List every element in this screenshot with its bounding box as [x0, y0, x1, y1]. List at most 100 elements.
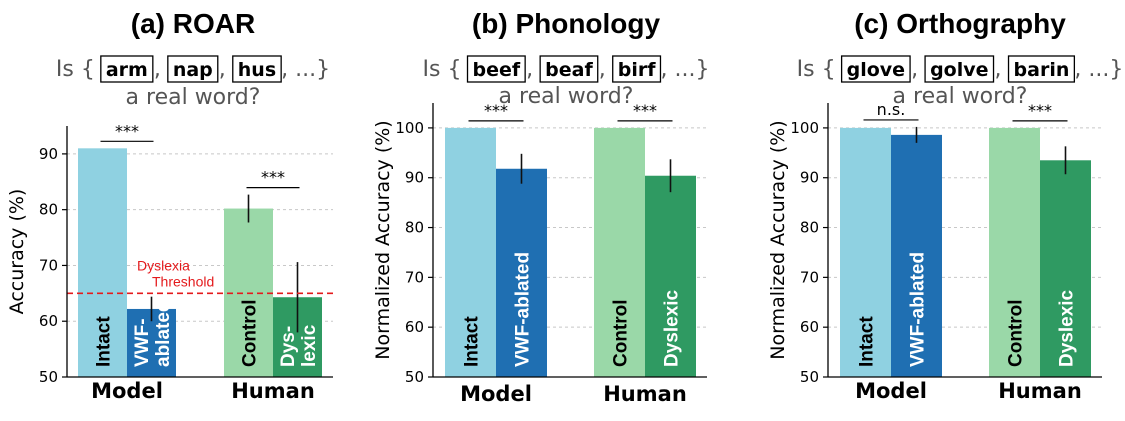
prompt-line2: a real word?	[893, 84, 1028, 109]
y-axis-label: Normalized Accuracy (%)	[767, 120, 789, 359]
threshold-label: Threshold	[152, 273, 214, 289]
prompt-suffix: , ...}	[1074, 57, 1123, 82]
prompt-word: beaf	[545, 59, 593, 81]
prompt-prefix: Is {	[797, 57, 836, 82]
group-label: Model	[91, 379, 163, 403]
y-tick-label: 70	[800, 268, 819, 286]
bar-dyslexic	[645, 175, 696, 377]
prompt-line2: a real word?	[126, 85, 261, 110]
bar-control	[989, 127, 1040, 377]
bar-label: lexic	[299, 324, 320, 367]
bar-label: VWF-ablated	[908, 252, 929, 367]
prompt-comma: ,	[911, 57, 918, 82]
threshold-label: Dyslexia	[137, 257, 190, 273]
bar-label: Intact	[462, 316, 483, 367]
word-box	[466, 55, 526, 83]
prompt-suffix: , ...}	[660, 57, 709, 82]
group-label: Model	[855, 379, 927, 403]
y-tick-label: 80	[800, 219, 819, 237]
prompt-word: arm	[106, 59, 148, 81]
y-tick-label: 80	[39, 201, 58, 219]
bar-intact	[445, 127, 496, 377]
prompt-comma: ,	[599, 57, 606, 82]
y-tick-label: 50	[800, 368, 819, 386]
bar-label: Control	[240, 299, 261, 367]
chart-title: (b) Phonology	[472, 8, 661, 39]
bar-vwf-ablated	[496, 168, 547, 377]
y-tick-label: 90	[800, 169, 819, 187]
chart-panel: (c) Orthography Is { glove, golve, barin, ..…	[767, 8, 1123, 403]
prompt-comma: ,	[219, 57, 226, 82]
chart-title: (c) Orthography	[854, 8, 1066, 39]
significance-label: ***	[261, 168, 285, 187]
bar-vwf-ablated	[891, 134, 942, 377]
word-box	[167, 55, 219, 83]
prompt-comma: ,	[154, 57, 161, 82]
y-tick-label: 60	[405, 318, 424, 336]
chart-title: (a) ROAR	[131, 8, 255, 39]
significance-label: ***	[115, 121, 139, 140]
bar-dyslexic	[1040, 160, 1091, 377]
y-tick-label: 100	[790, 119, 819, 137]
y-tick-label: 60	[800, 318, 819, 336]
y-tick-label: 50	[39, 368, 58, 386]
chart-panel: (a) ROAR Is { arm, nap, hus, ...} a real word…	[6, 8, 333, 403]
prompt-comma: ,	[995, 57, 1002, 82]
word-box	[612, 55, 662, 83]
prompt-line: Is { arm, nap, hus, ...}	[56, 55, 330, 83]
group-label: Human	[603, 382, 687, 406]
prompt-word: nap	[173, 59, 213, 81]
group-label: Human	[998, 379, 1082, 403]
word-box	[924, 55, 995, 83]
y-axis-label: Accuracy (%)	[6, 189, 28, 315]
group-label: Model	[460, 382, 532, 406]
prompt-word: glove	[847, 59, 905, 81]
chart-panel: (b) Phonology Is { beef, beaf, birf, ...} a r…	[372, 8, 709, 406]
y-tick-label: 90	[405, 169, 424, 187]
prompt-word: hus	[238, 59, 276, 81]
prompt-line: Is { glove, golve, barin, ...}	[797, 55, 1123, 83]
y-tick-label: 50	[405, 368, 424, 386]
word-box	[232, 55, 282, 83]
y-tick-label: 100	[395, 119, 424, 137]
y-tick-label: 70	[39, 256, 58, 274]
prompt-comma: ,	[526, 57, 533, 82]
y-axis-label: Normalized Accuracy (%)	[372, 120, 394, 359]
prompt-line: Is { beef, beaf, birf, ...}	[423, 55, 709, 83]
group-label: Human	[231, 379, 315, 403]
prompt-word: beef	[473, 59, 521, 81]
bar-label: Dyslexic	[1057, 289, 1078, 367]
prompt-suffix: , ...}	[281, 57, 330, 82]
significance-label: ***	[1028, 101, 1052, 120]
bar-label: VWF-	[132, 318, 153, 367]
bar-label: Intact	[94, 316, 115, 367]
y-tick-label: 60	[39, 312, 58, 330]
y-tick-label: 80	[405, 219, 424, 237]
bar-label: Dys-	[278, 326, 299, 367]
y-tick-label: 70	[405, 268, 424, 286]
prompt-prefix: Is {	[56, 57, 95, 82]
bar-label: Control	[611, 299, 632, 367]
bar-label: Control	[1006, 299, 1027, 367]
bar-control	[594, 127, 645, 377]
bar-intact	[840, 127, 891, 377]
bar-label: VWF-ablated	[513, 252, 534, 367]
prompt-word: golve	[930, 59, 988, 81]
word-box	[539, 55, 599, 83]
prompt-prefix: Is {	[423, 57, 462, 82]
bar-intact	[78, 148, 127, 377]
significance-label: n.s.	[877, 100, 906, 119]
bar-label: Intact	[857, 316, 878, 367]
bar-label: ablated	[153, 300, 174, 367]
bar-label: Dyslexic	[662, 289, 683, 367]
significance-label: ***	[484, 101, 508, 120]
significance-label: ***	[633, 101, 657, 120]
prompt-line2: a real word?	[499, 84, 634, 109]
word-box	[1007, 55, 1076, 83]
y-tick-label: 90	[39, 145, 58, 163]
prompt-word: barin	[1014, 59, 1070, 81]
prompt-word: birf	[618, 59, 656, 81]
word-box	[100, 55, 154, 83]
word-box	[840, 55, 911, 83]
